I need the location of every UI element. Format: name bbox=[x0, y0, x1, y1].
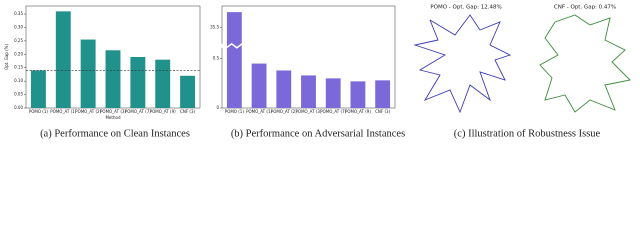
caption: (a) Performance on Clean Instances bbox=[40, 128, 190, 139]
bar bbox=[375, 80, 391, 108]
caption: (b) Performance on Adversarial Instances bbox=[231, 128, 405, 139]
bar bbox=[130, 57, 146, 108]
y-tick-label: 0.35 bbox=[14, 11, 23, 16]
bar bbox=[155, 59, 171, 108]
x-tick-label: POMO_AT (2) bbox=[271, 109, 297, 114]
x-tick-label: CNF (3) bbox=[375, 109, 390, 114]
break-mark bbox=[225, 42, 243, 49]
tour bbox=[413, 14, 512, 114]
y-tick-label: 0.10 bbox=[14, 78, 23, 83]
y-tick-label: 0.5 bbox=[213, 56, 220, 61]
axis-break bbox=[219, 43, 225, 48]
x-tick-label: POMO_AT (9) bbox=[150, 109, 176, 114]
y-tick-label: 35.5 bbox=[210, 24, 219, 29]
y-tick-label: 0.30 bbox=[14, 24, 23, 29]
x-tick-label: POMO_AT (1) bbox=[246, 109, 272, 114]
panel-title: POMO - Opt. Gap: 12.48% bbox=[430, 5, 501, 11]
x-tick-label: POMO_AT (7) bbox=[320, 109, 346, 114]
bar bbox=[180, 75, 196, 108]
y-tick-label: 0.05 bbox=[14, 92, 23, 97]
bar bbox=[226, 12, 242, 109]
caption: (c) Illustration of Robustness Issue bbox=[454, 128, 601, 139]
y-tick-label: 0.15 bbox=[14, 65, 23, 70]
y-axis-label: Opt. Gap (%) bbox=[4, 44, 9, 71]
bar bbox=[80, 39, 96, 109]
panel-title: CNF - Opt. Gap: 0.47% bbox=[554, 5, 616, 11]
y-tick-label: 0 bbox=[216, 105, 219, 110]
x-tick-label: POMO (1) bbox=[225, 109, 245, 114]
x-axis-label: Method bbox=[105, 115, 120, 120]
bar bbox=[251, 63, 267, 108]
figure: (a) Performance on Clean Instances (b) P… bbox=[4, 5, 631, 139]
x-tick-label: POMO_AT (7) bbox=[125, 109, 151, 114]
y-tick-label: 0.20 bbox=[14, 51, 23, 56]
y-tick-label: 0.25 bbox=[14, 38, 23, 43]
bar bbox=[350, 81, 366, 108]
x-tick-label: POMO (1) bbox=[29, 109, 49, 114]
bar bbox=[301, 75, 316, 108]
bar bbox=[55, 11, 71, 108]
tour bbox=[539, 14, 631, 113]
bar bbox=[276, 70, 292, 108]
x-tick-label: POMO_AT (9) bbox=[345, 109, 371, 114]
bar bbox=[325, 78, 341, 108]
y-tick-label: 0.00 bbox=[14, 105, 23, 110]
x-tick-label: CNF (3) bbox=[180, 109, 195, 114]
bar bbox=[105, 50, 121, 108]
x-tick-label: POMO_AT (3) bbox=[296, 109, 322, 114]
x-tick-label: POMO_AT (1) bbox=[50, 109, 76, 114]
x-tick-label: POMO_AT (2) bbox=[75, 109, 101, 114]
bar bbox=[30, 70, 46, 108]
x-tick-label: POMO_AT (3) bbox=[100, 109, 126, 114]
